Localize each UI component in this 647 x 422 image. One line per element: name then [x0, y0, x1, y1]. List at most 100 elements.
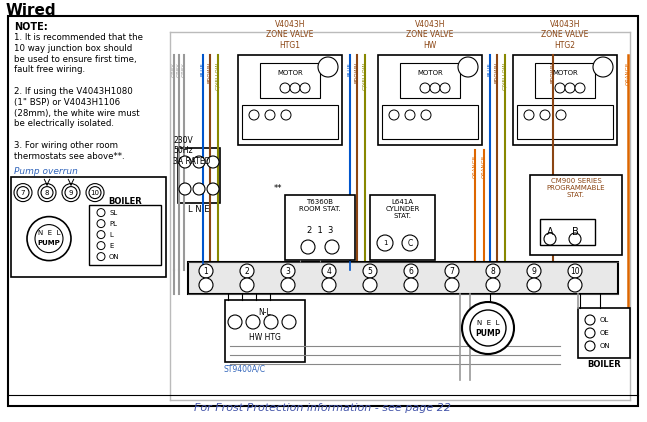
Text: GREY: GREY: [177, 62, 182, 77]
Text: N  E  L: N E L: [477, 320, 499, 326]
Text: NOTE:: NOTE:: [14, 22, 48, 32]
Text: MOTOR: MOTOR: [277, 70, 303, 76]
Bar: [517, 105, 613, 139]
Text: be used to ensure first time,: be used to ensure first time,: [14, 54, 137, 64]
Circle shape: [240, 278, 254, 292]
Circle shape: [322, 278, 336, 292]
Text: 2. If using the V4043H1080: 2. If using the V4043H1080: [14, 87, 133, 96]
Circle shape: [240, 264, 254, 278]
Circle shape: [207, 183, 219, 195]
Circle shape: [585, 328, 595, 338]
Circle shape: [404, 264, 418, 278]
Text: A: A: [547, 227, 553, 237]
Text: V4043H
ZONE VALVE
HTG1: V4043H ZONE VALVE HTG1: [267, 20, 314, 50]
Circle shape: [430, 83, 440, 93]
Circle shape: [27, 216, 71, 261]
Circle shape: [281, 110, 291, 120]
Circle shape: [290, 83, 300, 93]
Text: 9: 9: [532, 267, 536, 276]
Circle shape: [249, 110, 259, 120]
Text: GREY: GREY: [171, 62, 177, 77]
Text: V4043H
ZONE VALVE
HW: V4043H ZONE VALVE HW: [406, 20, 454, 50]
Text: BROWN: BROWN: [355, 62, 360, 83]
Bar: [238, 55, 342, 145]
Circle shape: [264, 315, 278, 329]
Circle shape: [540, 110, 550, 120]
Text: 10: 10: [570, 267, 580, 276]
Text: PUMP: PUMP: [476, 330, 501, 338]
Text: B: B: [572, 227, 578, 237]
Circle shape: [280, 83, 290, 93]
Circle shape: [556, 110, 566, 120]
Bar: [378, 55, 482, 145]
Text: L641A
CYLINDER
STAT.: L641A CYLINDER STAT.: [386, 199, 420, 219]
Text: PL: PL: [109, 221, 117, 227]
Text: ORANGE: ORANGE: [472, 155, 477, 178]
Bar: [530, 175, 622, 255]
Circle shape: [585, 315, 595, 325]
Circle shape: [62, 184, 80, 202]
Circle shape: [470, 310, 506, 346]
Bar: [225, 300, 305, 362]
Circle shape: [199, 264, 213, 278]
Circle shape: [193, 183, 205, 195]
Bar: [382, 105, 478, 139]
Circle shape: [568, 264, 582, 278]
Text: 3. For wiring other room: 3. For wiring other room: [14, 141, 118, 150]
Circle shape: [281, 278, 295, 292]
Circle shape: [462, 302, 514, 354]
Text: ON: ON: [109, 254, 120, 260]
Circle shape: [569, 233, 581, 245]
Circle shape: [97, 253, 105, 261]
Circle shape: [593, 57, 613, 77]
Circle shape: [179, 156, 191, 168]
Text: OE: OE: [600, 330, 609, 336]
Circle shape: [377, 235, 393, 251]
Circle shape: [281, 264, 295, 278]
Circle shape: [363, 278, 377, 292]
Text: 7: 7: [21, 189, 25, 196]
Circle shape: [544, 233, 556, 245]
Circle shape: [568, 278, 582, 292]
Circle shape: [527, 264, 541, 278]
Text: N-L: N-L: [259, 308, 271, 317]
Circle shape: [421, 110, 431, 120]
Text: (1" BSP) or V4043H1106: (1" BSP) or V4043H1106: [14, 98, 120, 107]
Circle shape: [402, 235, 418, 251]
Text: PUMP: PUMP: [38, 240, 60, 246]
Bar: [513, 55, 617, 145]
Circle shape: [565, 83, 575, 93]
Bar: [578, 308, 630, 358]
Bar: [89, 205, 161, 265]
Text: thermostats see above**.: thermostats see above**.: [14, 152, 125, 161]
Bar: [285, 195, 355, 260]
Bar: [540, 219, 595, 245]
Text: ON: ON: [600, 343, 611, 349]
Bar: [242, 105, 338, 139]
Text: 2: 2: [245, 267, 249, 276]
Circle shape: [445, 264, 459, 278]
Circle shape: [458, 57, 478, 77]
Circle shape: [300, 83, 310, 93]
Text: 10 way junction box should: 10 way junction box should: [14, 44, 132, 53]
Text: 4: 4: [327, 267, 331, 276]
Text: MOTOR: MOTOR: [417, 70, 443, 76]
Circle shape: [420, 83, 430, 93]
Bar: [400, 63, 460, 98]
Text: 3: 3: [285, 267, 291, 276]
Circle shape: [404, 278, 418, 292]
Text: L: L: [109, 232, 113, 238]
Text: G/YELLOW: G/YELLOW: [215, 62, 221, 90]
Circle shape: [363, 264, 377, 278]
Bar: [370, 195, 435, 260]
Text: 6: 6: [408, 267, 413, 276]
Circle shape: [265, 110, 275, 120]
Text: 1: 1: [204, 267, 208, 276]
Circle shape: [282, 315, 296, 329]
Text: (28mm), the white wire must: (28mm), the white wire must: [14, 108, 140, 118]
Text: SL: SL: [109, 210, 117, 216]
Text: 8: 8: [490, 267, 496, 276]
Circle shape: [405, 110, 415, 120]
Circle shape: [193, 156, 205, 168]
Text: BROWN: BROWN: [208, 62, 212, 83]
